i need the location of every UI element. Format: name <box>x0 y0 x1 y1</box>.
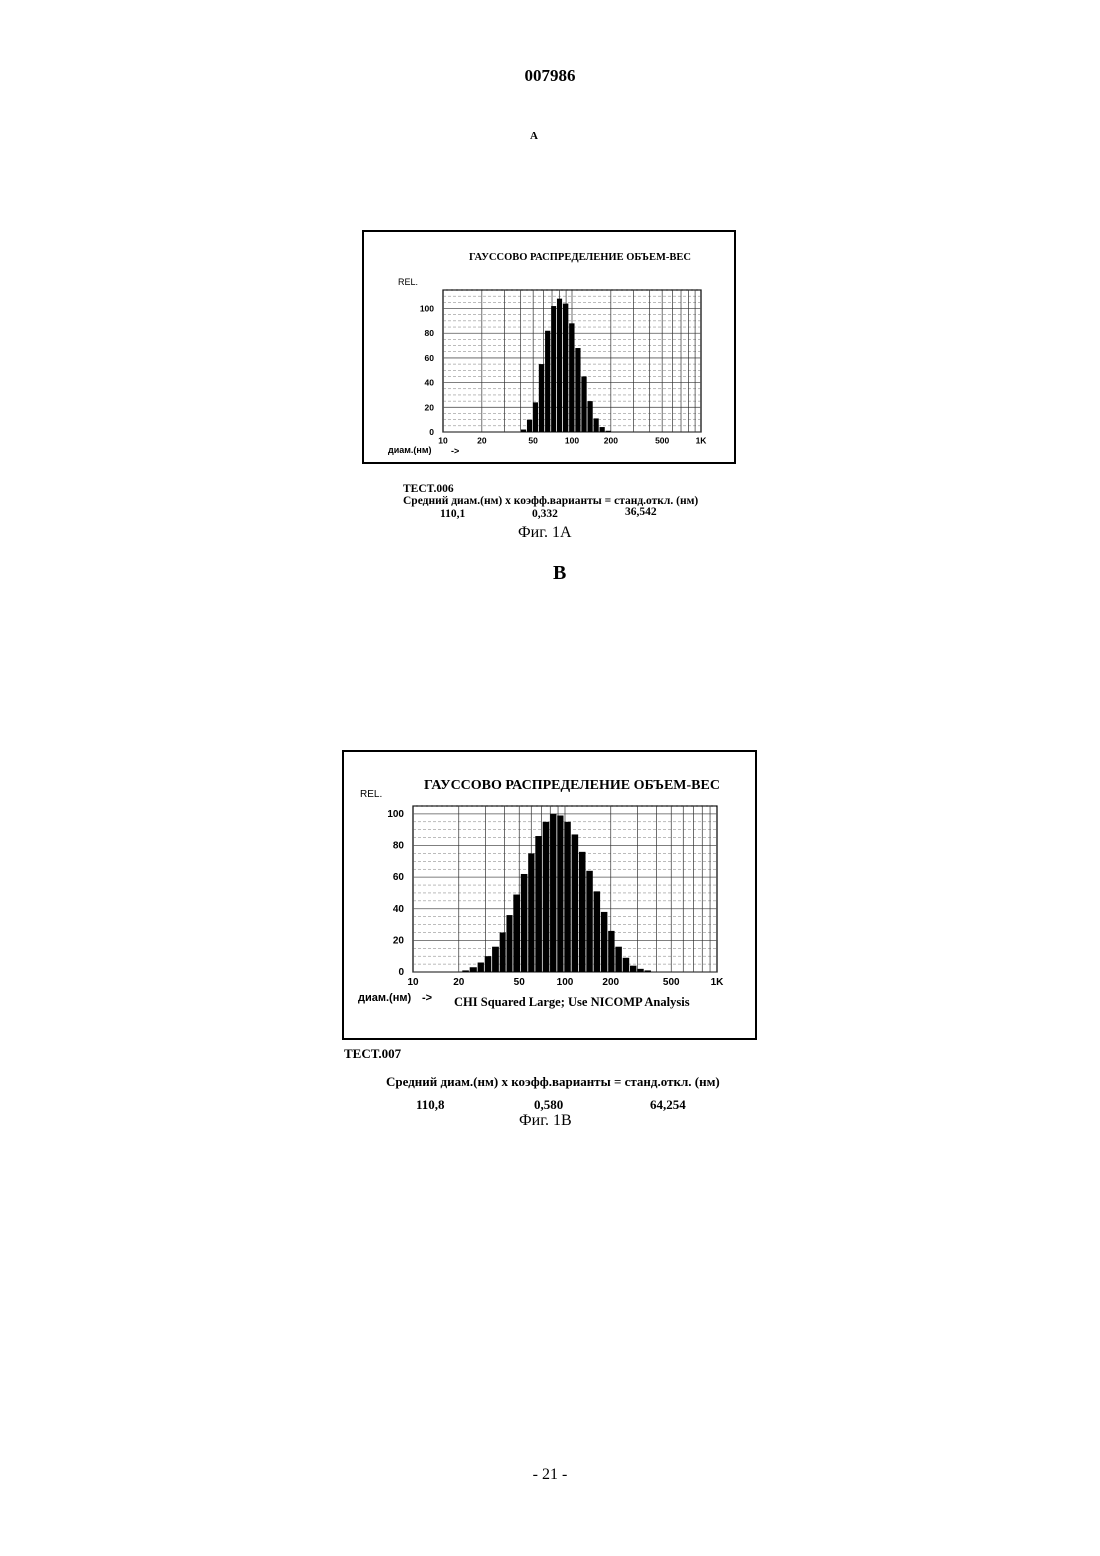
y-tick-label: 20 <box>393 935 405 946</box>
x-tick-label: 20 <box>477 436 487 446</box>
chart-b-stat-mean: 110,8 <box>416 1097 445 1113</box>
chart-b-x-ticks: 10 20 50 100 200 500 1K <box>407 977 724 988</box>
chart-a-xlabel-arrow: -> <box>451 446 459 456</box>
panel-label-a: A <box>530 130 538 142</box>
panel-label-b: B <box>553 562 566 585</box>
bar <box>485 956 492 972</box>
bar <box>557 815 563 972</box>
bar <box>572 834 579 972</box>
bar <box>606 431 611 432</box>
y-tick-label: 40 <box>393 904 405 915</box>
x-tick-label: 10 <box>407 977 419 988</box>
chart-b: ГАУССОВО РАСПРЕДЕЛЕНИЕ ОБЪЕМ-ВЕС REL. 0 2… <box>340 748 760 1042</box>
bar <box>587 401 592 432</box>
y-tick-label: 100 <box>387 809 404 820</box>
chart-a-stat-mean: 110,1 <box>440 508 465 520</box>
chart-b-annotation: CHI Squared Large; Use NICOMP Analysis <box>454 995 690 1009</box>
chart-a: ГАУССОВО РАСПРЕДЕЛЕНИЕ ОБЪЕМ-ВЕС REL. 0 2… <box>360 228 740 466</box>
bar <box>586 871 592 972</box>
bar <box>623 958 630 972</box>
bar <box>506 915 512 972</box>
x-tick-label: 10 <box>438 436 448 446</box>
chart-b-stat-sd: 64,254 <box>650 1097 686 1113</box>
bar <box>564 822 570 972</box>
bar <box>645 970 651 972</box>
bar <box>608 931 614 972</box>
chart-a-test-id: TECT.006 <box>403 483 454 495</box>
bar <box>539 364 544 432</box>
chart-a-caption: Фиг. 1А <box>518 524 572 542</box>
bar <box>594 891 601 972</box>
bar <box>543 822 550 972</box>
bar <box>600 427 605 432</box>
bar <box>545 331 550 432</box>
y-tick-label: 80 <box>393 841 405 852</box>
chart-b-stats-header: Средний диам.(нм) x коэфф.варианты = ста… <box>386 1074 720 1090</box>
x-tick-label: 100 <box>557 977 574 988</box>
y-tick-label: 40 <box>425 378 435 388</box>
y-tick-label: 60 <box>393 872 405 883</box>
bar <box>551 306 556 432</box>
chart-a-x-ticks: 10 20 50 100 200 500 1K <box>438 436 707 446</box>
x-tick-label: 200 <box>604 436 618 446</box>
chart-b-xlabel-arrow: -> <box>422 992 432 1004</box>
chart-a-stat-cv: 0,332 <box>532 508 558 520</box>
x-tick-label: 20 <box>453 977 465 988</box>
bar <box>527 420 532 432</box>
y-tick-label: 0 <box>429 427 434 437</box>
bar <box>513 895 520 972</box>
y-tick-label: 0 <box>398 967 404 978</box>
chart-b-xlabel: диам.(нм) <box>358 992 412 1004</box>
x-tick-label: 100 <box>565 436 579 446</box>
bar <box>579 852 586 972</box>
bar <box>601 912 607 972</box>
x-tick-label: 1K <box>711 977 725 988</box>
bar <box>557 299 562 432</box>
x-tick-label: 50 <box>514 977 526 988</box>
bar <box>569 323 574 432</box>
y-tick-label: 20 <box>425 402 435 412</box>
bar <box>462 970 469 972</box>
bar <box>594 418 599 432</box>
bar <box>533 402 538 432</box>
bar <box>535 836 542 972</box>
bar <box>575 348 580 432</box>
bar <box>637 969 643 972</box>
bar <box>630 966 636 972</box>
bar <box>521 874 528 972</box>
x-tick-label: 500 <box>655 436 669 446</box>
y-tick-label: 100 <box>420 304 434 314</box>
bar <box>550 814 556 972</box>
y-tick-label: 60 <box>425 353 435 363</box>
bar <box>500 932 506 972</box>
chart-a-plot-area: 0 20 40 60 80 100 10 20 50 100 200 500 1K <box>420 290 707 446</box>
bar <box>470 967 477 972</box>
bar <box>563 304 568 432</box>
bar <box>615 947 621 972</box>
chart-b-stat-cv: 0,580 <box>534 1097 563 1113</box>
bar <box>521 430 526 432</box>
chart-b-caption: Фиг. 1В <box>519 1112 572 1130</box>
page-footer: - 21 - <box>0 1466 1100 1484</box>
y-tick-label: 80 <box>425 328 435 338</box>
chart-b-test-id: TECT.007 <box>344 1046 401 1062</box>
x-tick-label: 1K <box>696 436 708 446</box>
x-tick-label: 200 <box>602 977 619 988</box>
x-tick-label: 50 <box>528 436 538 446</box>
bar <box>528 853 534 972</box>
chart-b-title: ГАУССОВО РАСПРЕДЕЛЕНИЕ ОБЪЕМ-ВЕС <box>424 778 720 793</box>
chart-a-xlabel: диам.(нм) <box>388 445 432 455</box>
bar <box>581 376 586 432</box>
bar <box>492 947 499 972</box>
chart-b-ylabel: REL. <box>360 789 382 800</box>
chart-a-ylabel: REL. <box>398 277 418 287</box>
chart-a-title: ГАУССОВО РАСПРЕДЕЛЕНИЕ ОБЪЕМ-ВЕС <box>469 252 691 263</box>
page-number: 007986 <box>0 66 1100 86</box>
chart-b-plot-area: 0 20 40 60 80 100 10 20 50 100 200 500 1K <box>387 806 724 988</box>
chart-a-stat-sd: 36,542 <box>625 506 657 518</box>
bar <box>478 963 484 972</box>
x-tick-label: 500 <box>663 977 680 988</box>
